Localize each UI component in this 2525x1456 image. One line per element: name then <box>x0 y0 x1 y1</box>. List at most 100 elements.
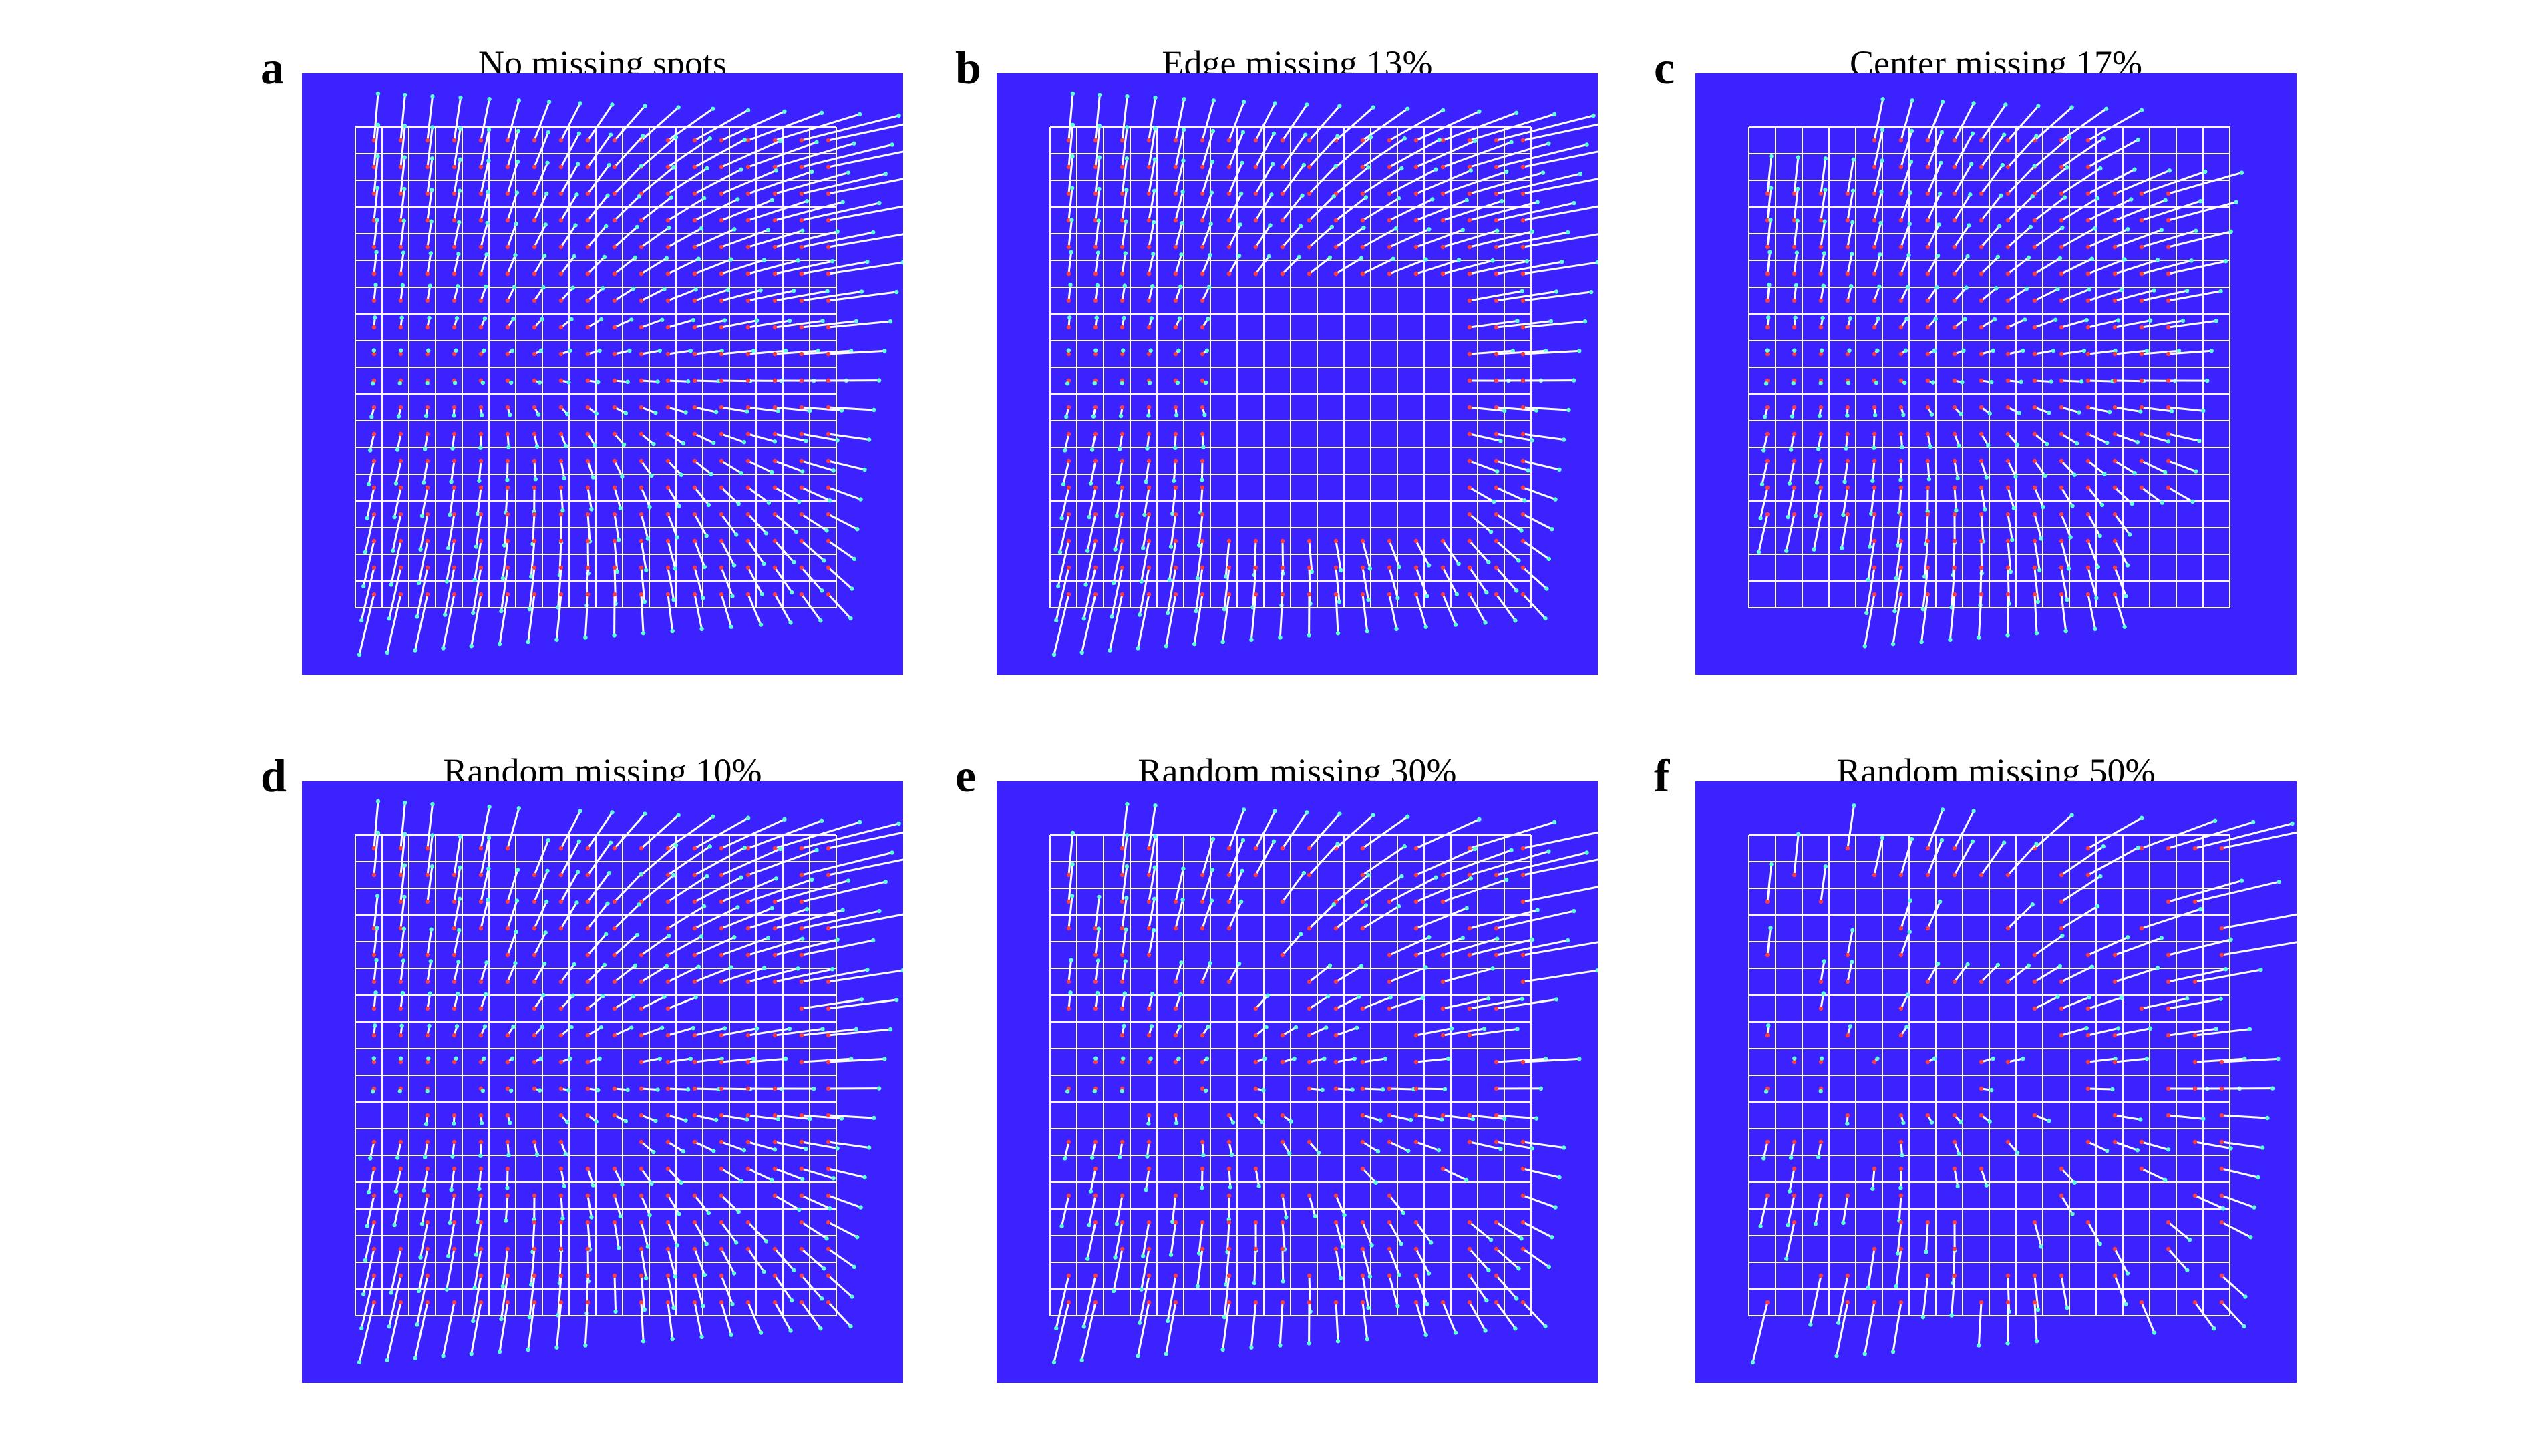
displaced-spot <box>577 840 581 844</box>
displaced-spot <box>693 995 697 999</box>
reference-spot <box>613 1167 617 1171</box>
displaced-spot <box>1395 596 1399 600</box>
displaced-spot <box>375 218 379 222</box>
displaced-spot <box>487 97 491 101</box>
reference-spot <box>693 846 697 850</box>
displaced-spot <box>1851 189 1855 193</box>
displaced-spot <box>1429 1240 1433 1244</box>
displaced-spot <box>2126 227 2130 231</box>
displaced-spot <box>1176 381 1180 385</box>
displaced-spot <box>808 1117 812 1121</box>
reference-spot <box>559 1274 563 1278</box>
reference-spot <box>719 165 723 169</box>
displaced-spot <box>1760 482 1764 486</box>
reference-spot <box>2166 1033 2170 1037</box>
displaced-spot <box>597 349 601 353</box>
reference-spot <box>559 1007 563 1011</box>
reference-spot <box>693 1087 697 1091</box>
displaced-spot <box>456 252 460 256</box>
displaced-spot <box>570 994 574 998</box>
displacement-vector <box>507 1169 508 1188</box>
displaced-spot <box>1874 381 1878 385</box>
displaced-spot <box>1241 838 1245 842</box>
reference-spot <box>1147 1220 1151 1224</box>
reference-spot <box>1846 245 1850 249</box>
reference-spot <box>559 459 563 463</box>
displaced-spot <box>2082 349 2086 353</box>
reference-spot <box>773 1167 777 1171</box>
reference-spot <box>2140 192 2144 196</box>
displaced-spot <box>671 1306 675 1310</box>
displaced-spot <box>486 866 490 870</box>
reference-spot <box>399 512 403 516</box>
displaced-spot <box>677 504 681 508</box>
reference-spot <box>1147 486 1151 490</box>
reference-spot <box>639 245 643 249</box>
reference-spot <box>2193 1060 2197 1064</box>
reference-spot <box>586 405 590 409</box>
displaced-spot <box>1305 810 1309 814</box>
displaced-spot <box>1200 478 1204 482</box>
displaced-spot <box>426 1089 430 1093</box>
displaced-spot <box>2108 410 2112 414</box>
reference-spot <box>746 1300 750 1304</box>
displaced-spot <box>1052 1360 1056 1364</box>
displaced-spot <box>1332 902 1336 906</box>
displaced-spot <box>610 102 614 106</box>
displaced-spot <box>643 811 647 815</box>
reference-spot <box>2059 512 2063 516</box>
reference-spot <box>773 1033 777 1037</box>
reference-spot <box>1414 245 1418 249</box>
displaced-spot <box>1904 317 1908 321</box>
reference-spot <box>1227 1113 1231 1117</box>
reference-spot <box>693 592 697 596</box>
reference-spot <box>1200 539 1204 543</box>
reference-spot <box>1414 1033 1418 1037</box>
reference-spot <box>1254 566 1258 570</box>
reference-spot <box>1307 1087 1311 1091</box>
displaced-spot <box>1242 100 1246 104</box>
reference-spot <box>1979 245 1983 249</box>
reference-spot <box>639 459 643 463</box>
reference-spot <box>800 299 804 303</box>
reference-spot <box>2006 566 2010 570</box>
reference-spot <box>1521 846 1525 850</box>
reference-spot <box>1254 138 1258 142</box>
reference-spot <box>746 245 750 249</box>
displaced-spot <box>368 1156 372 1160</box>
reference-spot <box>399 900 403 904</box>
reference-spot <box>2086 272 2090 276</box>
reference-spot <box>452 1113 456 1117</box>
reference-spot <box>1765 299 1770 303</box>
displaced-spot <box>1930 412 1934 416</box>
reference-spot <box>2113 192 2117 196</box>
displaced-spot <box>1369 135 1373 139</box>
reference-spot <box>2113 405 2117 409</box>
reference-spot <box>2086 1033 2090 1037</box>
displaced-spot <box>1125 864 1129 868</box>
displaced-spot <box>1403 844 1407 848</box>
reference-spot <box>532 926 536 930</box>
displaced-spot <box>1425 594 1429 598</box>
reference-spot <box>2193 1087 2197 1091</box>
reference-spot <box>1468 1007 1472 1011</box>
reference-spot <box>2059 566 2063 570</box>
reference-spot <box>2033 325 2037 329</box>
reference-spot <box>532 1300 536 1304</box>
reference-spot <box>452 192 456 196</box>
displaced-spot <box>1898 478 1902 482</box>
displaced-spot <box>1068 283 1072 287</box>
displaced-spot <box>1054 618 1058 622</box>
displaced-spot <box>2096 565 2100 569</box>
reference-spot <box>773 1194 777 1198</box>
reference-spot <box>639 1007 643 1011</box>
reference-spot <box>506 512 510 516</box>
reference-spot <box>800 352 804 356</box>
displaced-spot <box>647 1213 651 1217</box>
reference-spot <box>479 512 483 516</box>
panel-letter: f <box>1654 753 1669 800</box>
displaced-spot <box>1148 1057 1152 1061</box>
reference-spot <box>719 1300 723 1304</box>
reference-spot <box>2086 459 2090 463</box>
displaced-spot <box>671 873 675 877</box>
